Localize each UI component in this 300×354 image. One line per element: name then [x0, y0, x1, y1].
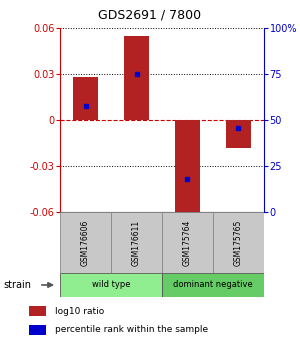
- Text: wild type: wild type: [92, 280, 130, 290]
- Bar: [111, 212, 162, 273]
- Text: GSM175764: GSM175764: [183, 219, 192, 266]
- Bar: [60, 212, 111, 273]
- Bar: [29, 306, 46, 316]
- Text: GSM176611: GSM176611: [132, 219, 141, 266]
- Bar: [162, 212, 213, 273]
- Bar: [73, 78, 98, 120]
- Bar: [226, 120, 251, 148]
- Text: strain: strain: [3, 280, 31, 290]
- Bar: [175, 120, 200, 217]
- Bar: [60, 273, 162, 297]
- Text: GSM176606: GSM176606: [81, 219, 90, 266]
- Text: GDS2691 / 7800: GDS2691 / 7800: [98, 8, 202, 21]
- Bar: [29, 325, 46, 335]
- Bar: [213, 212, 264, 273]
- Bar: [162, 273, 264, 297]
- Text: percentile rank within the sample: percentile rank within the sample: [55, 325, 208, 334]
- Bar: [124, 36, 149, 120]
- Text: GSM175765: GSM175765: [234, 219, 243, 266]
- Text: dominant negative: dominant negative: [173, 280, 253, 290]
- Text: log10 ratio: log10 ratio: [55, 307, 104, 316]
